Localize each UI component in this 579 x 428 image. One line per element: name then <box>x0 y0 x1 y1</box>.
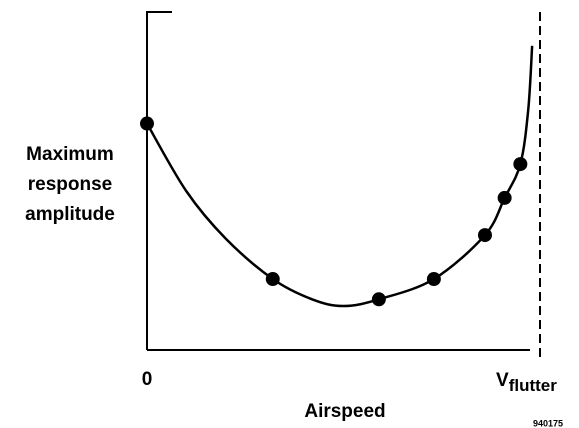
tick-label-sub: flutter <box>509 376 558 395</box>
data-point <box>371 292 386 307</box>
y-axis-label: response <box>28 174 112 195</box>
x-axis-label: Airspeed <box>304 401 385 422</box>
data-point <box>477 228 492 243</box>
y-axis-label: Maximum <box>26 144 114 165</box>
y-axis-label: amplitude <box>25 204 115 225</box>
x-tick-label: 0 <box>142 369 153 390</box>
data-point <box>426 272 441 287</box>
response-curve <box>145 45 534 308</box>
data-point <box>497 190 512 205</box>
x-tick-label: Vflutter <box>496 370 557 395</box>
data-point <box>265 272 280 287</box>
annotation: 940175 <box>533 418 563 428</box>
tick-label-main: V <box>496 370 509 391</box>
data-point <box>140 116 154 131</box>
data-point <box>513 157 528 172</box>
